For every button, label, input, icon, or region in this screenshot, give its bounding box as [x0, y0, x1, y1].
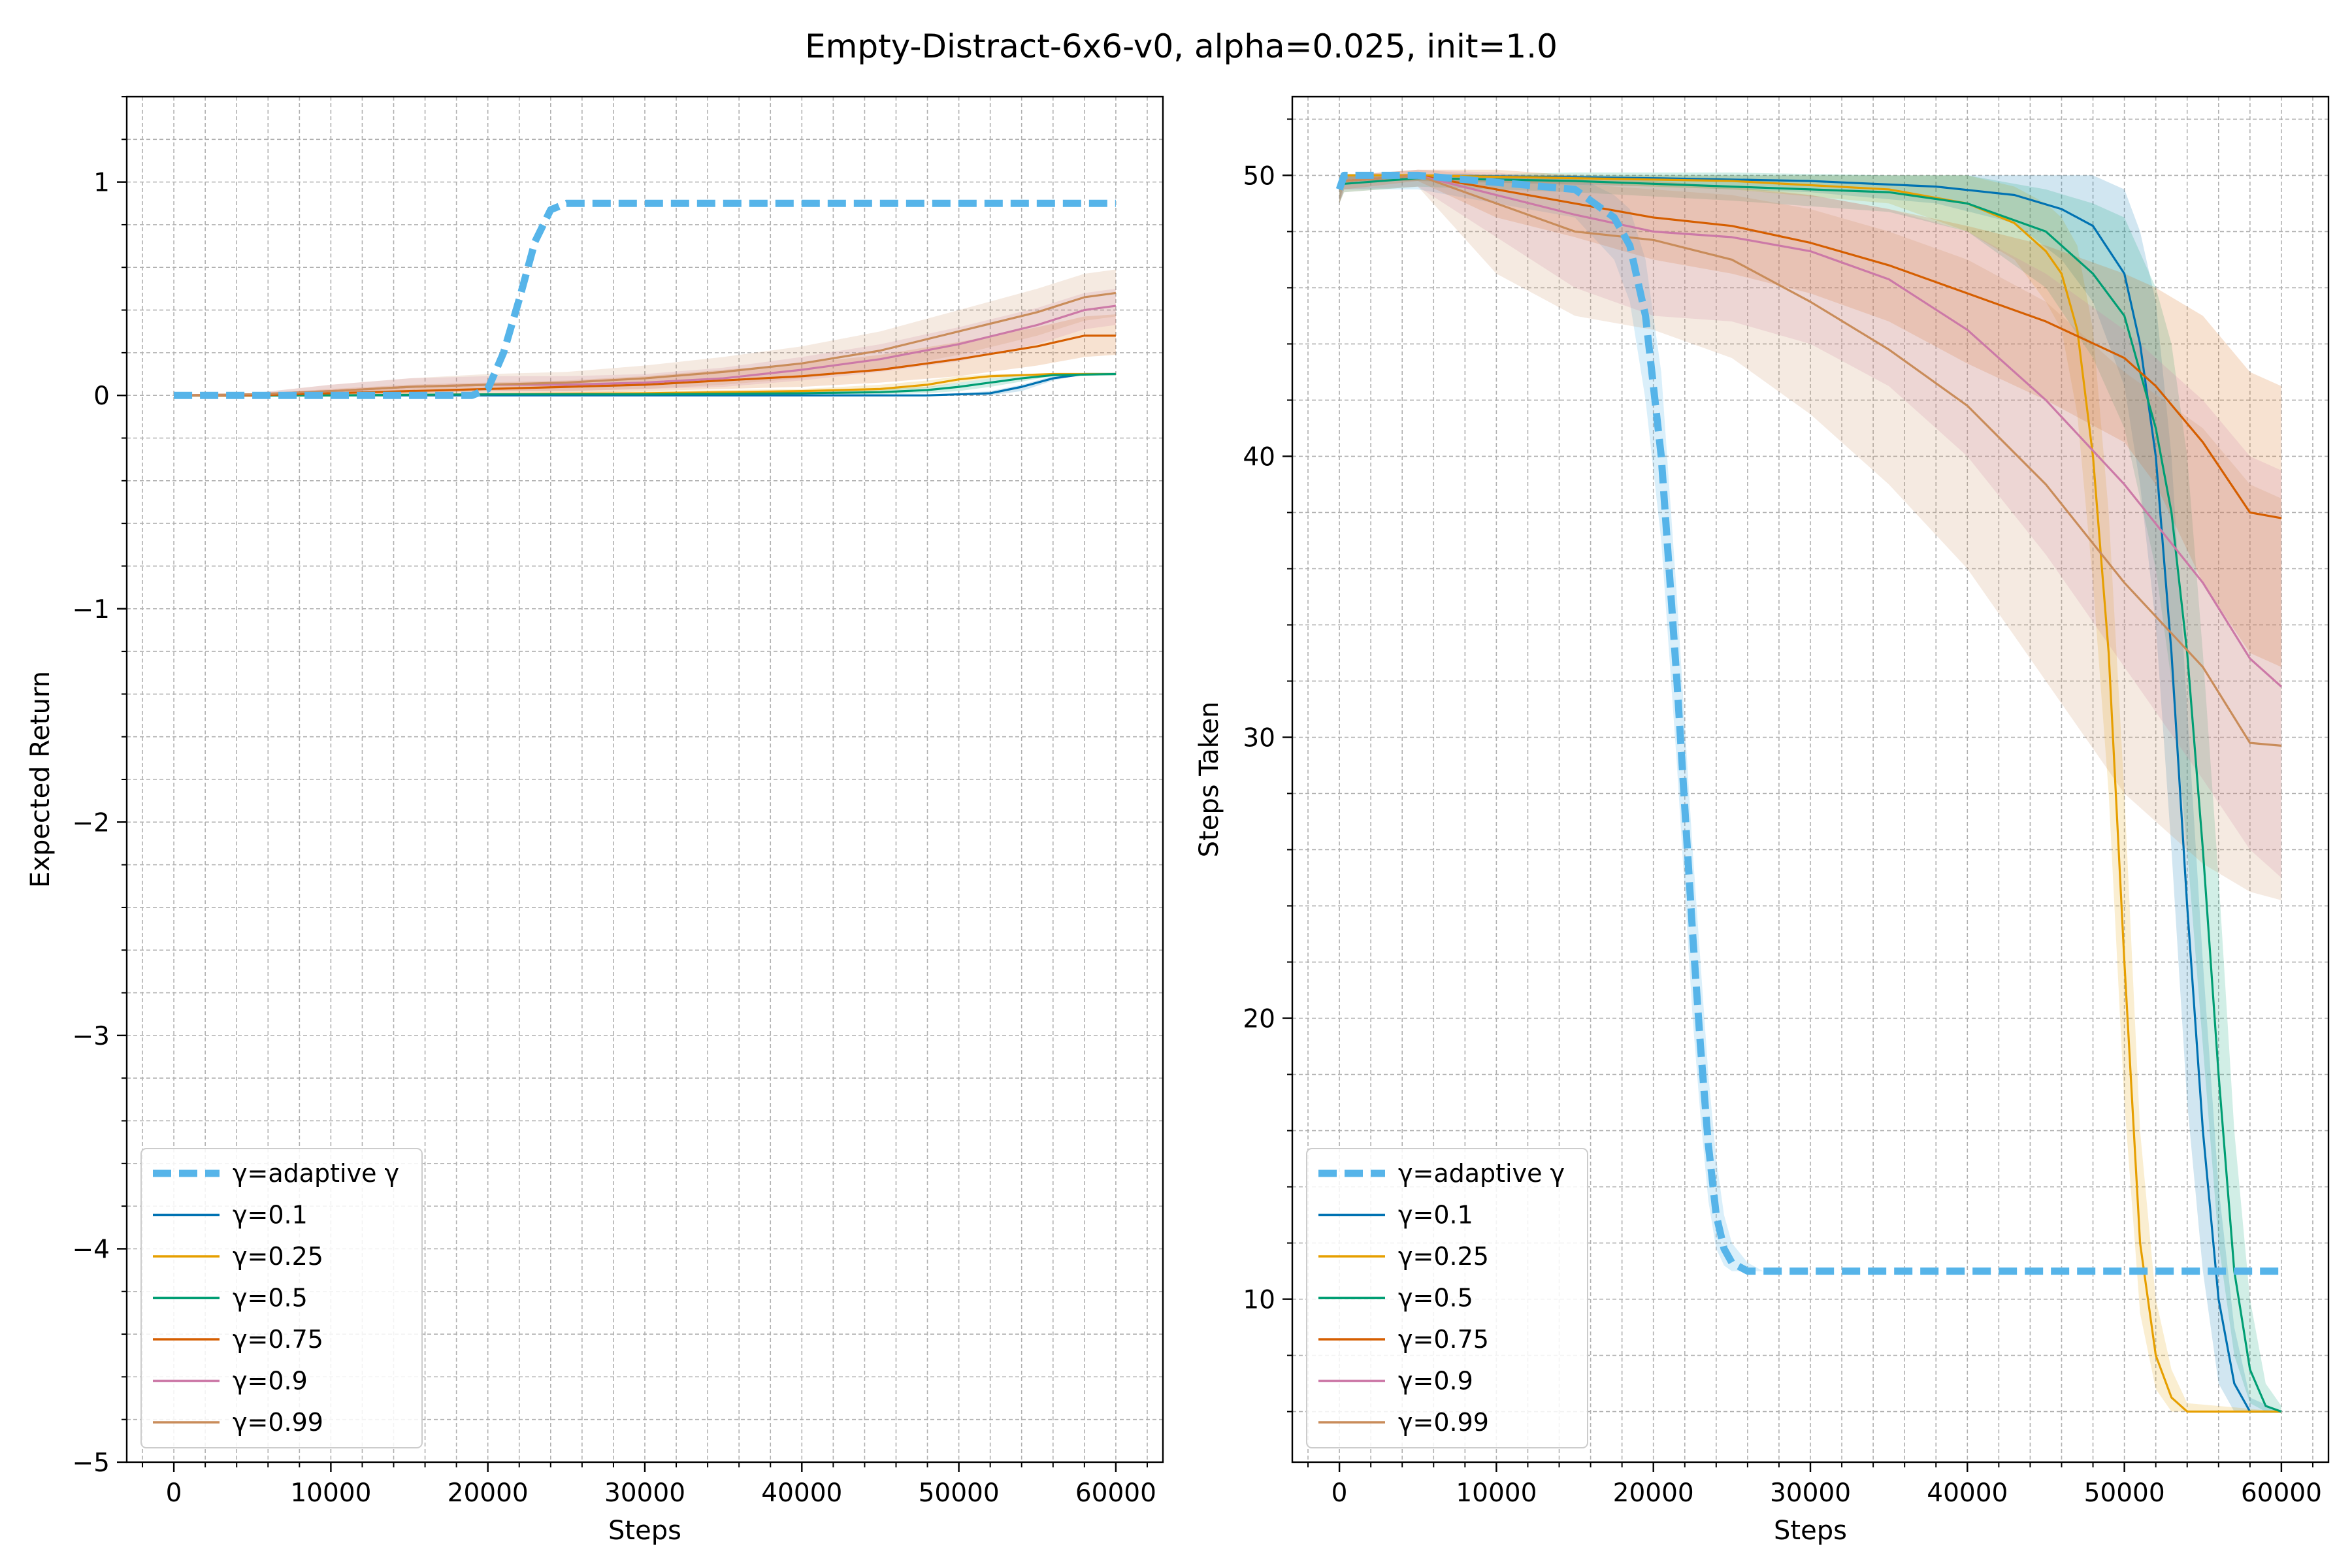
series-line-g099 — [174, 291, 1117, 397]
x-tick-label: 60000 — [1075, 1478, 1156, 1508]
legend: γ=adaptive γ γ=0.1 γ=0.25 γ=0.5 γ=0.75 γ=0.9 γ… — [1306, 1148, 1588, 1448]
x-axis-label: Steps — [1774, 1516, 1847, 1546]
y-axis: 10 20 30 40 50 Steps Taken — [1194, 118, 1292, 1413]
legend-label-g099: γ=0.99 — [233, 1408, 323, 1437]
y-axis-label: Steps Taken — [1194, 702, 1224, 858]
confidence-bands — [1339, 169, 2281, 1412]
y-tick-label: 30 — [1243, 723, 1275, 753]
x-axis-label: Steps — [608, 1516, 681, 1546]
y-tick-label: −5 — [73, 1448, 110, 1478]
series-line-g099 — [1338, 174, 2282, 747]
band-g075 — [1339, 169, 2281, 667]
y-tick-label: 0 — [93, 382, 110, 411]
series-line-g075 — [1338, 174, 2282, 519]
right-plot-steps-taken: 0 10000 20000 30000 40000 50000 60000 Steps 10 20… — [1194, 95, 2330, 1546]
band-g09 — [174, 288, 1116, 396]
legend-box — [140, 1148, 423, 1448]
y-tick-label: 20 — [1243, 1005, 1275, 1034]
x-tick-label: 60000 — [2241, 1478, 2322, 1508]
x-tick-label: 40000 — [761, 1478, 842, 1508]
band-g05 — [174, 374, 1116, 396]
y-tick-label: −2 — [73, 808, 110, 838]
legend: γ=adaptive γ γ=0.1 γ=0.25 γ=0.5 γ=0.75 γ=0.9 γ… — [140, 1148, 423, 1448]
legend-label-g01: γ=0.1 — [233, 1201, 308, 1230]
y-tick-label: −3 — [73, 1022, 110, 1051]
y-tick-label: 40 — [1243, 442, 1275, 472]
legend-label-g05: γ=0.5 — [233, 1284, 308, 1313]
series-line-g025 — [1338, 174, 2281, 1413]
x-tick-label: 30000 — [1770, 1478, 1851, 1508]
x-tick-label: 50000 — [2084, 1478, 2165, 1508]
band-g099 — [174, 269, 1116, 396]
legend-label-g09: γ=0.9 — [1398, 1367, 1473, 1396]
confidence-bands — [174, 269, 1116, 396]
x-tick-label: 40000 — [1927, 1478, 2008, 1508]
x-tick-label: 10000 — [1456, 1478, 1537, 1508]
x-tick-label: 20000 — [1613, 1478, 1694, 1508]
band-g099 — [1339, 169, 2281, 900]
x-tick-label: 50000 — [919, 1478, 1000, 1508]
x-tick-label: 10000 — [290, 1478, 371, 1508]
left-plot-expected-return: 0 10000 20000 30000 40000 50000 60000 Steps −5 −4… — [25, 95, 1164, 1546]
y-tick-label: −4 — [73, 1235, 110, 1264]
legend-label-g09: γ=0.9 — [233, 1367, 308, 1396]
y-axis: −5 −4 −3 −2 −1 0 1 Expected Return — [25, 96, 127, 1478]
x-axis: 0 10000 20000 30000 40000 50000 60000 Steps — [142, 1462, 1156, 1546]
x-tick-label: 20000 — [448, 1478, 529, 1508]
band-g025 — [174, 374, 1116, 396]
x-tick-label: 30000 — [604, 1478, 685, 1508]
x-tick-label: 0 — [1331, 1478, 1348, 1508]
legend-box — [1306, 1148, 1588, 1448]
series-line-g09 — [1338, 174, 2282, 688]
y-tick-label: 10 — [1243, 1286, 1275, 1315]
series-lines — [1335, 171, 2282, 1413]
series-lines — [174, 199, 1117, 399]
legend-label-g025: γ=0.25 — [1398, 1242, 1489, 1271]
y-tick-label: 1 — [93, 169, 110, 198]
y-tick-label: −1 — [73, 595, 110, 625]
legend-label-g025: γ=0.25 — [233, 1242, 323, 1271]
y-axis-label: Expected Return — [25, 671, 56, 888]
figure-title: Empty-Distract-6x6-v0, alpha=0.025, init… — [805, 27, 1558, 65]
legend-label-g075: γ=0.75 — [233, 1325, 323, 1354]
series-line-adaptive — [1335, 171, 2281, 1275]
band-g075 — [174, 314, 1116, 396]
legend-label-adaptive: γ=adaptive γ — [233, 1159, 399, 1188]
legend-label-g075: γ=0.75 — [1398, 1325, 1489, 1354]
x-axis: 0 10000 20000 30000 40000 50000 60000 Steps — [1307, 1462, 2322, 1546]
legend-label-g01: γ=0.1 — [1398, 1201, 1473, 1230]
x-tick-label: 0 — [166, 1478, 182, 1508]
band-g09 — [1339, 169, 2281, 878]
legend-label-adaptive: γ=adaptive γ — [1398, 1159, 1565, 1188]
legend-label-g099: γ=0.99 — [1398, 1408, 1489, 1437]
series-line-g01 — [1338, 174, 2281, 1413]
legend-label-g05: γ=0.5 — [1398, 1284, 1473, 1313]
y-tick-label: 50 — [1243, 161, 1275, 191]
series-line-adaptive — [174, 199, 1116, 399]
